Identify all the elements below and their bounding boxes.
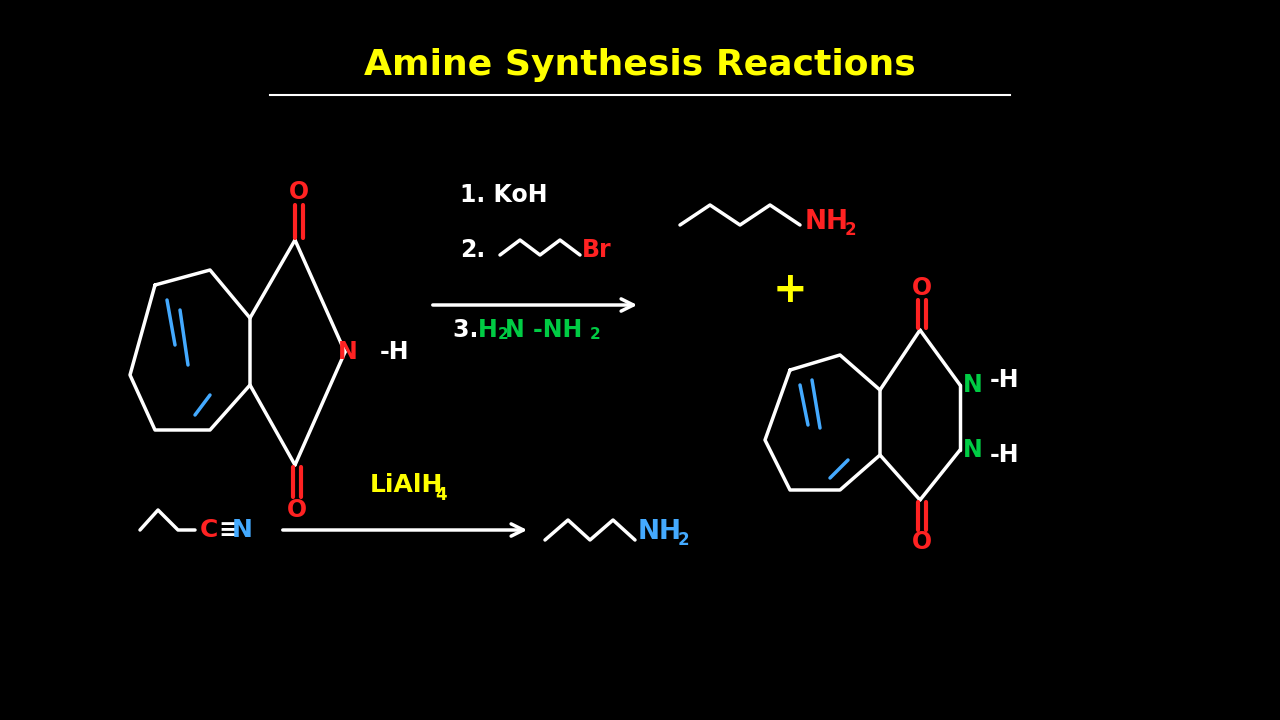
Text: 1. KoH: 1. KoH (460, 183, 548, 207)
Text: -H: -H (380, 340, 410, 364)
Text: +: + (773, 269, 808, 311)
Text: 2: 2 (590, 326, 600, 341)
Text: 2: 2 (845, 221, 856, 239)
Text: N: N (963, 373, 983, 397)
Text: 2.: 2. (460, 238, 485, 262)
Text: H: H (477, 318, 498, 342)
Text: Amine Synthesis Reactions: Amine Synthesis Reactions (364, 48, 916, 82)
Text: Br: Br (582, 238, 612, 262)
Text: N -NH: N -NH (506, 318, 582, 342)
Text: LiAlH: LiAlH (370, 473, 443, 497)
Text: N: N (232, 518, 253, 542)
Text: 2: 2 (678, 531, 690, 549)
Text: 2: 2 (498, 326, 508, 341)
Text: 4: 4 (435, 486, 447, 504)
Text: NH: NH (805, 209, 849, 235)
Text: ≡: ≡ (218, 518, 239, 542)
Text: O: O (911, 276, 932, 300)
Text: N: N (338, 340, 358, 364)
Text: -H: -H (989, 368, 1019, 392)
Text: C: C (200, 518, 219, 542)
Text: O: O (289, 180, 308, 204)
Text: -H: -H (989, 443, 1019, 467)
Text: N: N (963, 438, 983, 462)
Text: 3.: 3. (453, 318, 486, 342)
Text: NH: NH (637, 519, 682, 545)
Text: O: O (287, 498, 307, 522)
Text: O: O (911, 530, 932, 554)
